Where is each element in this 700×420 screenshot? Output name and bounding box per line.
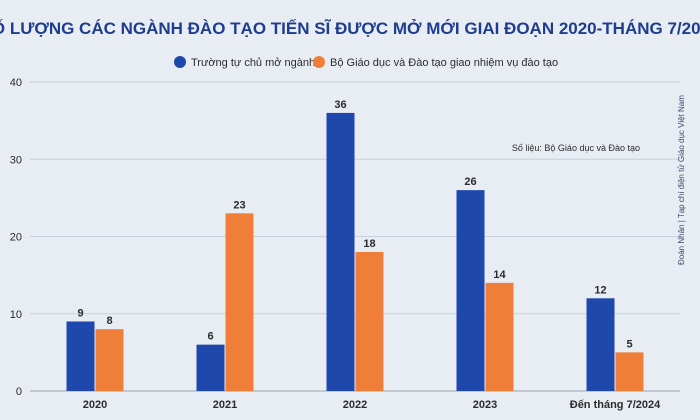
data-label: 18 bbox=[363, 238, 375, 250]
data-labels: 9 8 6 23 36 18 26 14 12 5 bbox=[77, 99, 632, 350]
y-axis-ticks: 0 10 20 30 40 bbox=[10, 77, 22, 398]
bar-1-4 bbox=[586, 298, 615, 391]
y-tick-label: 30 bbox=[10, 154, 22, 166]
bar-2-2 bbox=[355, 251, 384, 391]
x-tick-label: 2022 bbox=[343, 399, 367, 411]
legend-marker-series-2 bbox=[313, 56, 325, 68]
data-label: 14 bbox=[493, 269, 506, 281]
bar-2-1 bbox=[225, 213, 254, 391]
data-label: 12 bbox=[594, 284, 606, 296]
y-tick-label: 10 bbox=[10, 309, 22, 321]
data-label: 9 bbox=[77, 307, 83, 319]
side-credit: Đoàn Nhân | Tạp chí điện tử Giáo dục Việ… bbox=[677, 95, 686, 265]
x-tick-label: Đến tháng 7/2024 bbox=[570, 399, 661, 411]
data-label: 8 bbox=[106, 315, 112, 327]
data-label: 26 bbox=[464, 176, 476, 188]
bar-2-0 bbox=[95, 329, 124, 391]
data-label: 36 bbox=[334, 99, 346, 111]
legend-label-series-1: Trường tự chủ mở ngành bbox=[191, 57, 315, 69]
x-tick-label: 2023 bbox=[473, 399, 497, 411]
legend-label-series-2: Bộ Giáo dục và Đào tạo giao nhiệm vụ đào… bbox=[330, 57, 558, 69]
y-tick-label: 40 bbox=[10, 77, 22, 89]
bars bbox=[66, 112, 644, 392]
bar-1-1 bbox=[196, 344, 225, 391]
data-label: 23 bbox=[233, 199, 245, 211]
x-axis-ticks: 2020 2021 2022 2023 Đến tháng 7/2024 bbox=[83, 399, 661, 411]
bar-2-3 bbox=[485, 282, 514, 391]
data-label: 6 bbox=[207, 331, 213, 343]
legend-marker-series-1 bbox=[174, 56, 186, 68]
bar-1-2 bbox=[326, 112, 355, 392]
y-tick-label: 0 bbox=[16, 386, 22, 398]
data-label: 5 bbox=[626, 338, 632, 350]
bar-1-3 bbox=[456, 190, 485, 391]
y-tick-label: 20 bbox=[10, 232, 22, 244]
chart-title: SỐ LƯỢNG CÁC NGÀNH ĐÀO TẠO TIẾN SĨ ĐƯỢC … bbox=[0, 18, 700, 38]
source-note: Số liệu: Bộ Giáo dục và Đào tạo bbox=[512, 143, 640, 153]
x-tick-label: 2021 bbox=[213, 399, 237, 411]
legend: Trường tự chủ mở ngành Bộ Giáo dục và Đà… bbox=[174, 56, 558, 69]
gridlines bbox=[30, 81, 680, 392]
bar-1-0 bbox=[66, 321, 95, 391]
bar-2-4 bbox=[615, 352, 644, 391]
x-tick-label: 2020 bbox=[83, 399, 107, 411]
